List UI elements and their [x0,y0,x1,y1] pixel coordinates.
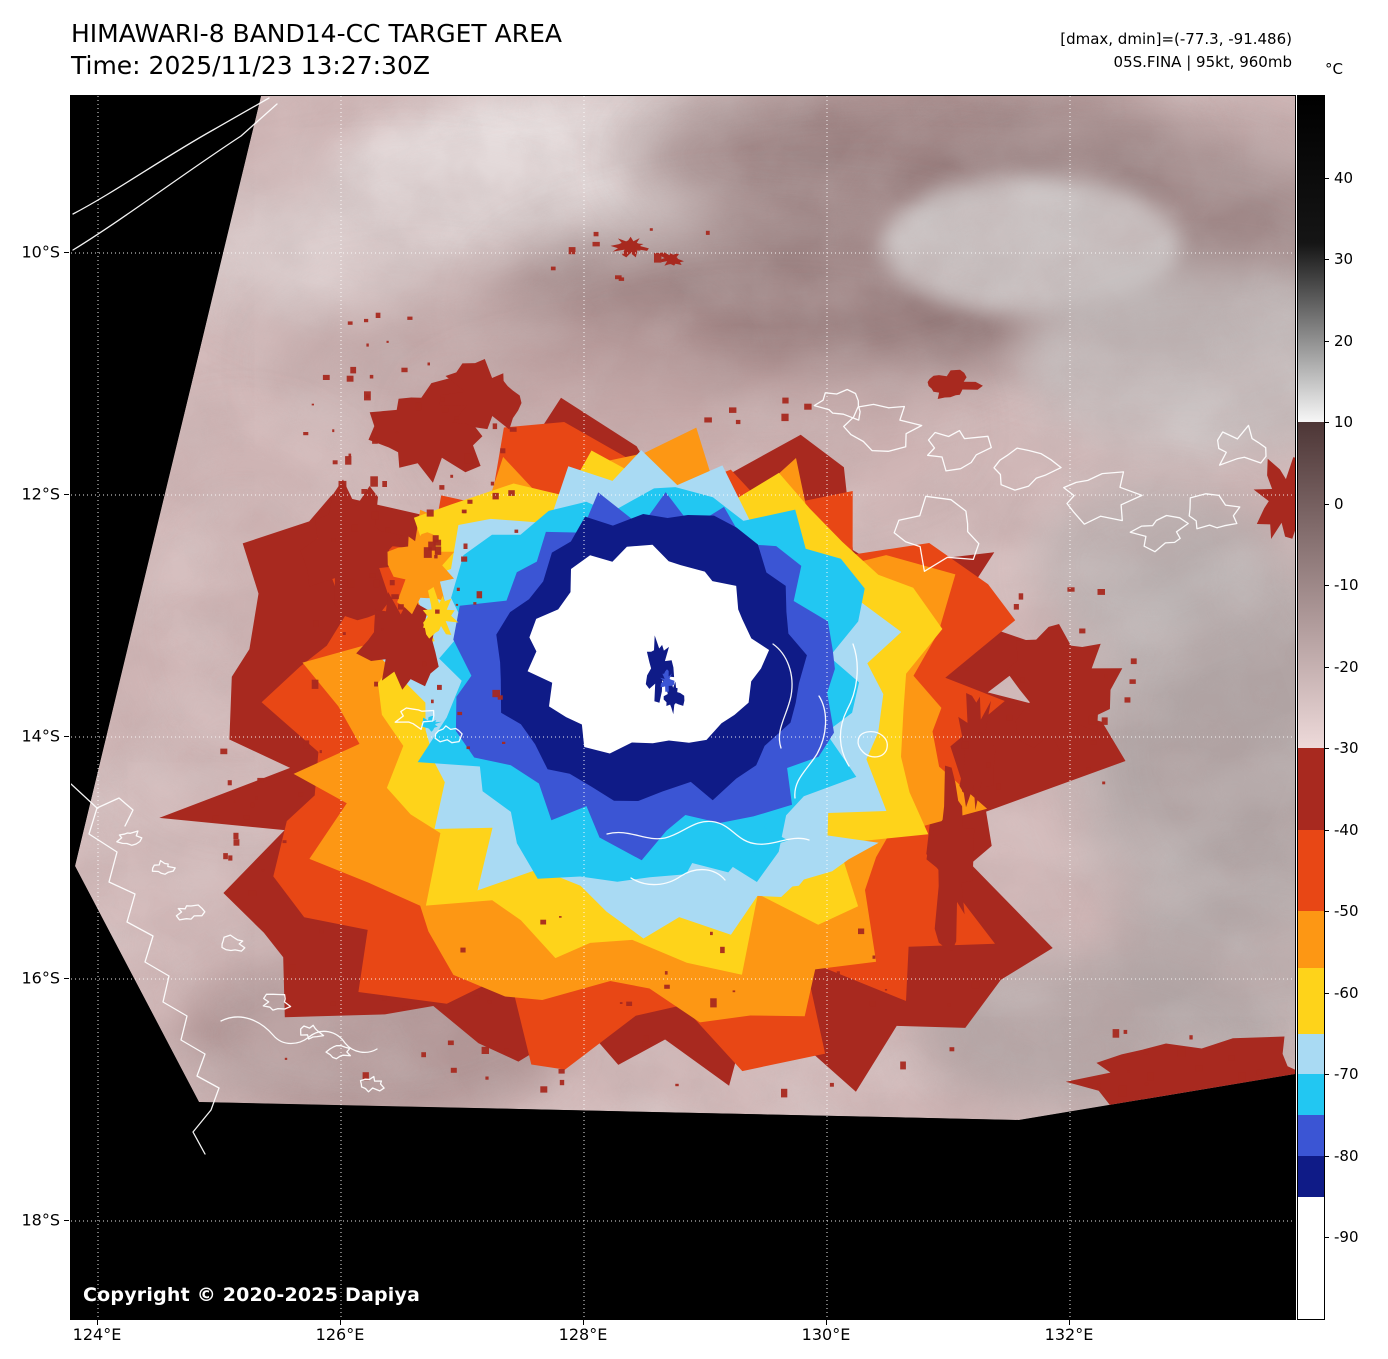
colorbar-tick-mark [1325,259,1329,261]
y-tick-label: 18°S [21,1210,60,1230]
colorbar: 40 30 20 10 0 -10 -20 -30 -40 -50 -60 -70 -80 -90 [1297,95,1359,1320]
colorbar-tick-label: -80 [1334,1146,1359,1165]
x-tick-label: 132°E [1044,1325,1094,1344]
colorbar-unit-label: °C [1325,60,1343,78]
colorbar-tick-label: 10 [1334,413,1354,432]
satellite-plot: Copyright © 2020-2025 Dapiya [70,95,1296,1320]
x-tick-mark [340,1320,341,1325]
colorbar-tick-label: 40 [1334,168,1354,187]
range-readout: [dmax, dmin]=(-77.3, -91.486) [1060,30,1292,48]
colorbar-tick-label: 30 [1334,250,1354,269]
colorbar-segment [1298,1196,1324,1320]
colorbar-segment [1298,1155,1324,1198]
colorbar-tick-mark [1325,1237,1329,1239]
y-tick-mark [64,1220,69,1221]
header-left: HIMAWARI-8 BAND14-CC TARGET AREA Time: 2… [71,18,562,82]
y-tick-label: 16°S [21,968,60,988]
x-tick-mark [826,1320,827,1325]
satellite-scene [71,96,1295,1319]
colorbar-tick-label: -10 [1334,576,1359,595]
colorbar-tick-mark [1325,748,1329,750]
x-tick-mark [1069,1320,1070,1325]
colorbar-tick-mark [1325,829,1329,831]
colorbar-segment [1298,968,1324,1035]
colorbar-tick-label: -70 [1334,1065,1359,1084]
colorbar-segment [1298,96,1324,423]
x-tick-label: 124°E [72,1325,122,1344]
colorbar-tick-mark [1325,503,1329,505]
header-right: [dmax, dmin]=(-77.3, -91.486) 05S.FINA |… [1060,28,1292,73]
coastlines [71,97,1267,1155]
colorbar-tick-mark [1325,666,1329,668]
y-tick-mark [64,252,69,253]
product-title: HIMAWARI-8 BAND14-CC TARGET AREA [71,19,563,48]
y-tick-label: 14°S [21,726,60,746]
y-tick-mark [64,494,69,495]
colorbar-tick-label: -30 [1334,739,1359,758]
colorbar-tick-label: -60 [1334,983,1359,1002]
copyright-text: Copyright © 2020-2025 Dapiya [83,1284,421,1306]
storm-readout: 05S.FINA | 95kt, 960mb [1113,52,1292,71]
colorbar-tick-label: -40 [1334,820,1359,839]
y-tick-mark [64,736,69,737]
colorbar-segment [1298,422,1324,749]
colorbar-tick-mark [1325,422,1329,424]
colorbar-segment [1298,1115,1324,1157]
gridlines [71,96,1295,1319]
colorbar-tick-label: 20 [1334,331,1354,350]
colorbar-segment [1298,1033,1324,1075]
colorbar-tick-mark [1325,585,1329,587]
colorbar-segment [1298,748,1324,831]
colorbar-tick-mark [1325,1074,1329,1076]
colorbar-tick-mark [1325,1155,1329,1157]
colorbar-segment [1298,829,1324,912]
colorbar-tick-label: -20 [1334,657,1359,676]
y-tick-mark [64,978,69,979]
colorbar-segment [1298,1074,1324,1116]
x-tick-label: 128°E [558,1325,608,1344]
product-time: Time: 2025/11/23 13:27:30Z [71,51,430,80]
latitude-axis: 10°S 12°S 14°S 16°S 18°S [0,0,62,1359]
x-tick-label: 126°E [315,1325,365,1344]
colorbar-tick-mark [1325,911,1329,913]
x-tick-mark [583,1320,584,1325]
satellite-image [71,96,1295,1319]
x-tick-mark [97,1320,98,1325]
y-tick-label: 12°S [21,484,60,504]
colorbar-tick-label: -50 [1334,902,1359,921]
colorbar-tick-label: -90 [1334,1228,1359,1247]
colorbar-segment [1298,911,1324,969]
colorbar-tick-mark [1325,992,1329,994]
colorbar-tick-label: 0 [1334,494,1344,513]
colorbar-tick-mark [1325,177,1329,179]
colorbar-tick-mark [1325,340,1329,342]
y-tick-label: 10°S [21,242,60,262]
x-tick-label: 130°E [801,1325,851,1344]
